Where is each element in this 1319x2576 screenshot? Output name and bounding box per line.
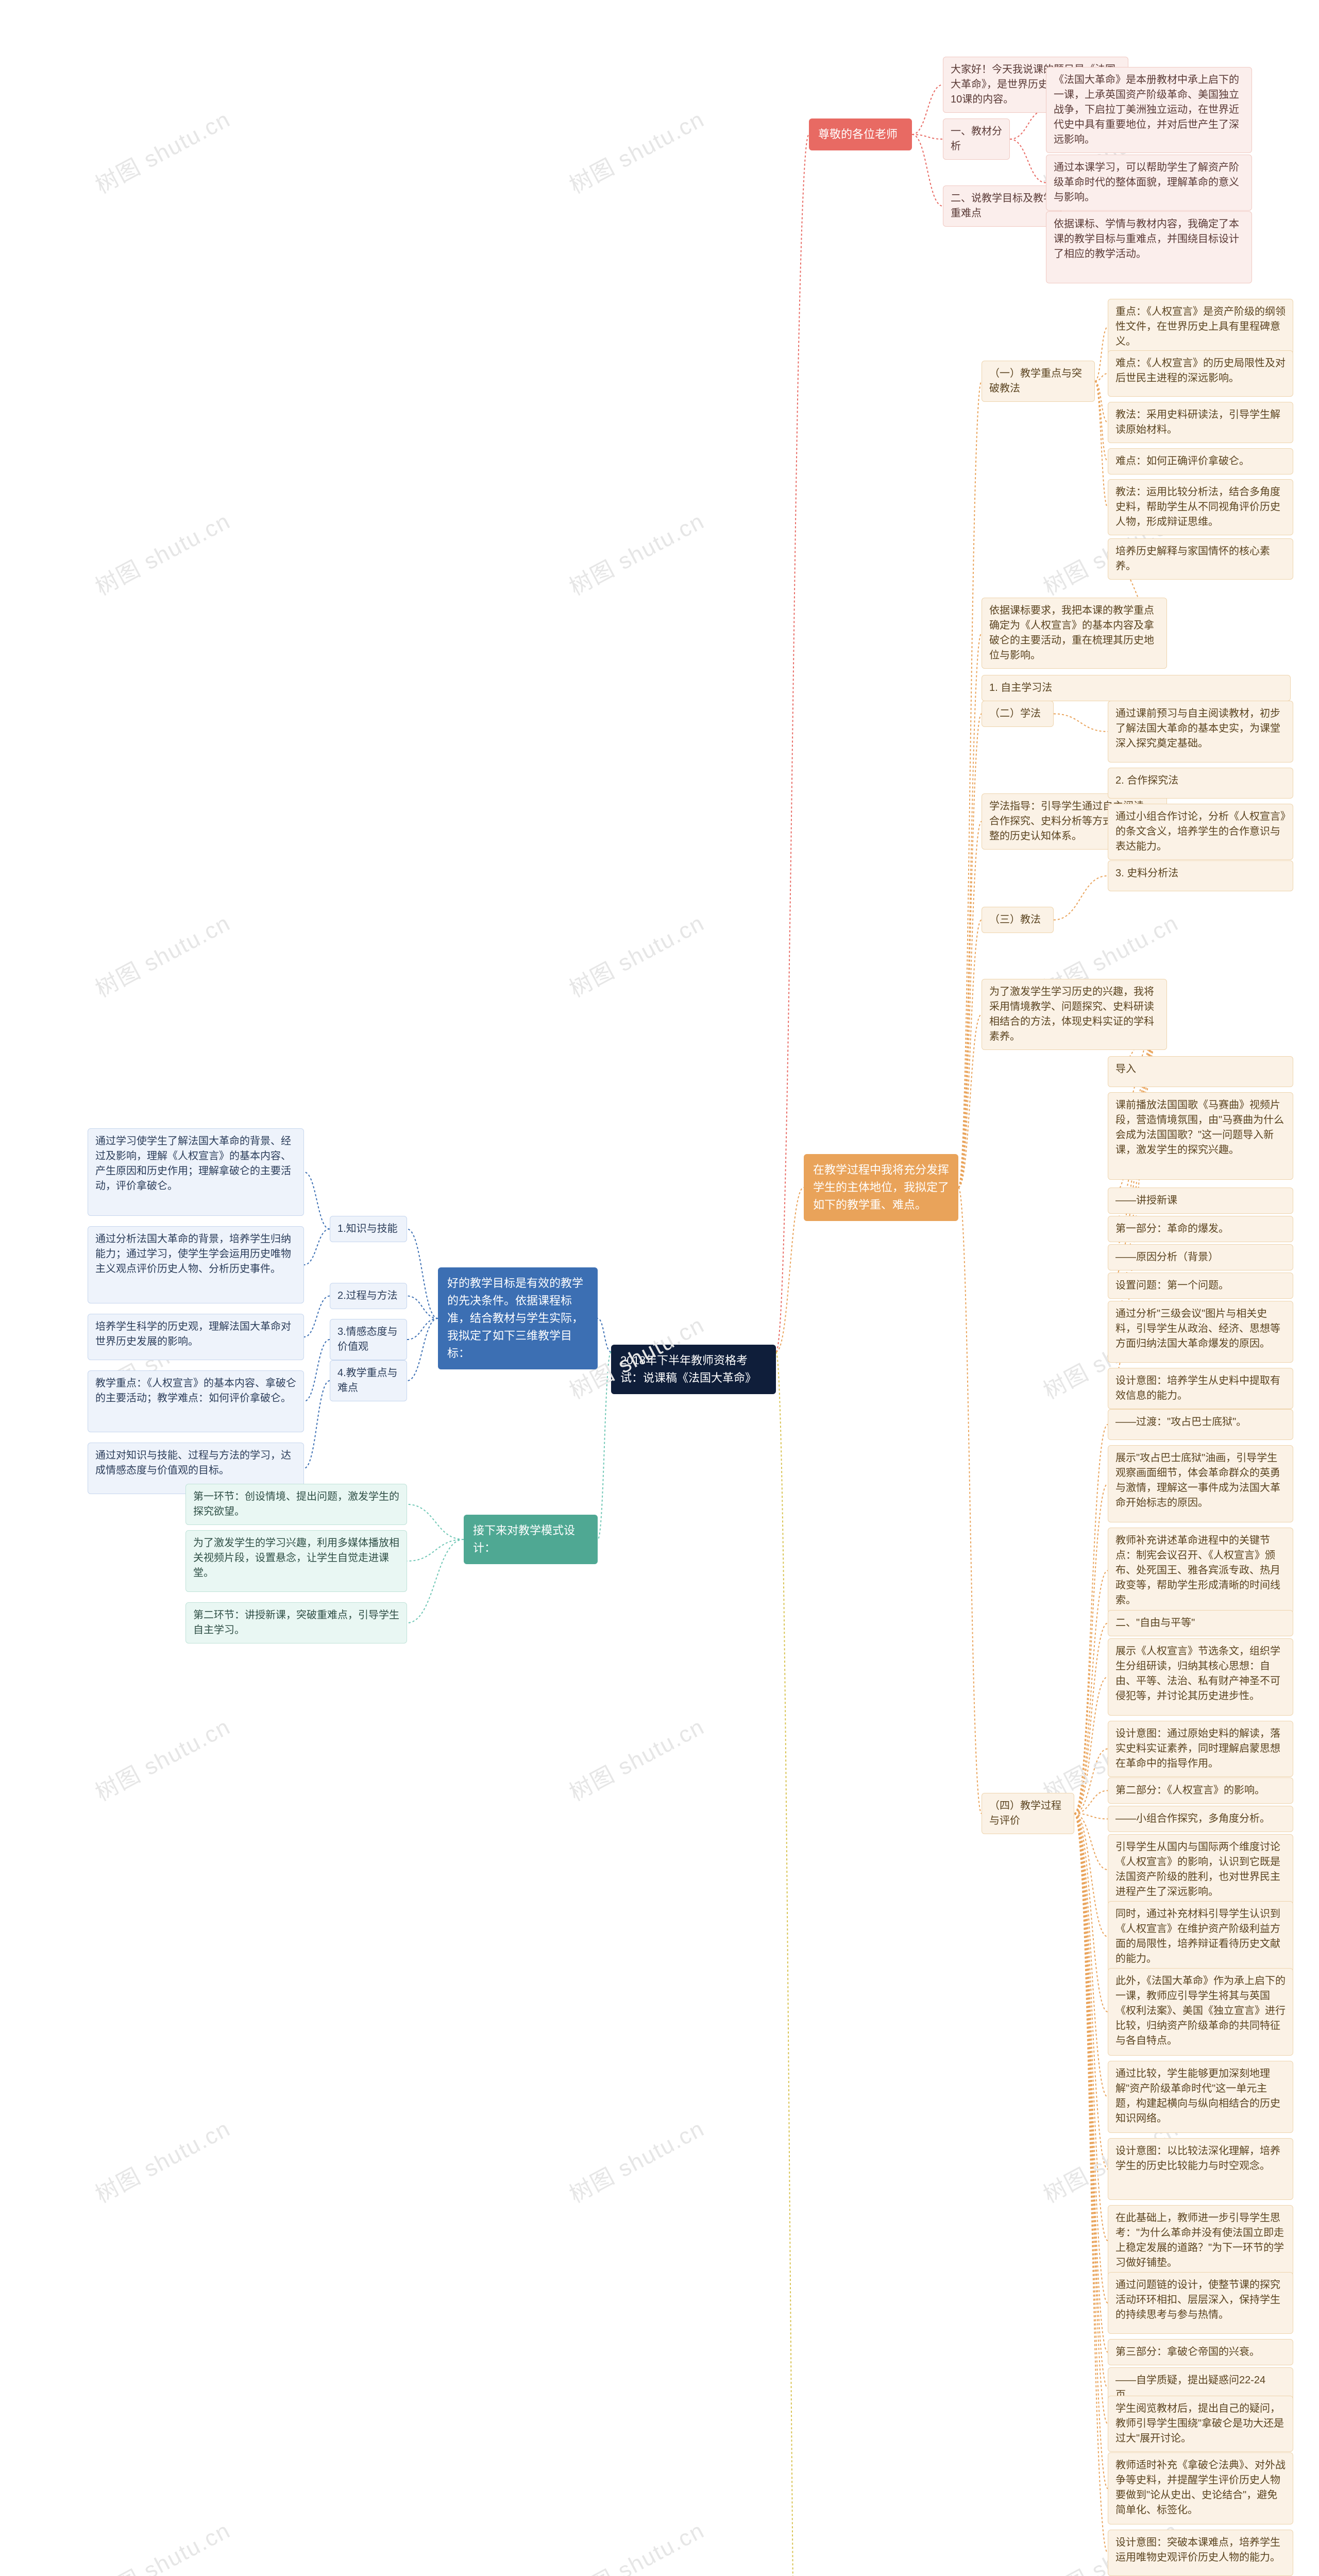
orange-leaf-4: 教法：运用比较分析法，结合多角度史料，帮助学生从不同视角评价历史人物，形成辩证思… <box>1108 479 1293 535</box>
orange-leaf-26: ——小组合作探究，多角度分析。 <box>1108 1806 1293 1832</box>
orange-cat-3: （四）教学过程与评价 <box>982 1793 1074 1834</box>
orange-cat-1: （二）学法 <box>982 701 1054 727</box>
orange-leaf-3: 难点：如何正确评价拿破仑。 <box>1108 448 1293 474</box>
watermark: 树图 shutu.cn <box>89 101 235 200</box>
orange-leaf-24: 设计意图：通过原始史料的解读，落实史料实证素养，同时理解启蒙思想在革命中的指导作… <box>1108 1721 1293 1777</box>
orange-leaf-7: 通过课前预习与自主阅读教材，初步了解法国大革命的基本史实，为课堂深入探究奠定基础… <box>1108 701 1293 762</box>
orange-leaf-19: ——过渡："攻占巴士底狱"。 <box>1108 1409 1293 1440</box>
teal-leaf-0: 第一环节：创设情境、提出问题，激发学生的探究欲望。 <box>185 1484 407 1525</box>
orange-leaf-22: 二、"自由与平等" <box>1108 1610 1293 1636</box>
teal-leaf-1: 为了激发学生的学习兴趣，利用多媒体播放相关视频片段，设置悬念，让学生自觉走进课堂… <box>185 1530 407 1592</box>
blue-leaf-3: 教学重点：《人权宣言》的基本内容、拿破仑的主要活动；教学难点：如何评价拿破仑。 <box>88 1370 304 1432</box>
orange-cat-2: （三）教法 <box>982 907 1054 933</box>
red-leaf-0: 《法国大革命》是本册教材中承上启下的一课，上承英国资产阶级革命、美国独立战争，下… <box>1046 67 1252 153</box>
red-sub-2: 二、说教学目标及教学重难点 <box>943 185 1061 227</box>
teal-main: 接下来对教学模式设计： <box>464 1515 598 1564</box>
orange-leaf-0: 重点：《人权宣言》是资产阶级的纲领性文件，在世界历史上具有里程碑意义。 <box>1108 299 1293 355</box>
orange-leaf-17: 通过分析"三级会议"图片与相关史料，引导学生从政治、经济、思想等方面归纳法国大革… <box>1108 1301 1293 1363</box>
orange-leaf-5: 培养历史解释与家国情怀的核心素养。 <box>1108 538 1293 580</box>
blue-cat-2: 3.情感态度与价值观 <box>330 1319 407 1360</box>
orange-leaf-34: 第三部分：拿破仑帝国的兴衰。 <box>1108 2339 1293 2365</box>
watermark: 树图 shutu.cn <box>89 2512 235 2576</box>
watermark: 树图 shutu.cn <box>563 2512 709 2576</box>
red-main: 尊敬的各位老师 <box>809 118 912 150</box>
orange-leaf-37: 教师适时补充《拿破仑法典》、对外战争等史料，并提醒学生评价历史人物要做到"论从史… <box>1108 2452 1293 2524</box>
orange-leaf-36: 学生阅览教材后，提出自己的疑问，教师引导学生围绕"拿破仑是功大还是过大"展开讨论… <box>1108 2396 1293 2452</box>
orange-leaf-10: 3. 史料分析法 <box>1108 860 1293 891</box>
orange-leaf-2: 教法：采用史料研读法，引导学生解读原始材料。 <box>1108 402 1293 443</box>
orange-leaf-27: 引导学生从国内与国际两个维度讨论《人权宣言》的影响，认识到它既是法国资产阶级的胜… <box>1108 1834 1293 1905</box>
blue-cat-0: 1.知识与技能 <box>330 1216 407 1242</box>
orange-leaf-13: ——讲授新课 <box>1108 1188 1293 1214</box>
blue-cat-3: 4.教学重点与难点 <box>330 1360 407 1401</box>
blue-cat-1: 2.过程与方法 <box>330 1283 407 1309</box>
orange-leaf-6: 1. 自主学习法 <box>982 675 1291 701</box>
orange-leaf-18: 设计意图：培养学生从史料中提取有效信息的能力。 <box>1108 1368 1293 1409</box>
red-leaf-1: 通过本课学习，可以帮助学生了解资产阶级革命时代的整体面貌，理解革命的意义与影响。 <box>1046 155 1252 211</box>
orange-cat-0: （一）教学重点与突破教法 <box>982 361 1095 402</box>
blue-leaf-0: 通过学习使学生了解法国大革命的背景、经过及影响，理解《人权宣言》的基本内容、产生… <box>88 1128 304 1216</box>
orange-main: 在教学过程中我将充分发挥学生的主体地位，我拟定了如下的教学重、难点。 <box>804 1154 958 1221</box>
orange-leaf-33: 通过问题链的设计，使整节课的探究活动环环相扣、层层深入，保持学生的持续思考与参与… <box>1108 2272 1293 2334</box>
orange-leaf-12: 课前播放法国国歌《马赛曲》视频片段，营造情境氛围，由"马赛曲为什么会成为法国国歌… <box>1108 1092 1293 1180</box>
watermark: 树图 shutu.cn <box>89 1708 235 1807</box>
watermark: 树图 shutu.cn <box>563 905 709 1004</box>
orange-subnode-2: 为了激发学生学习历史的兴趣，我将采用情境教学、问题探究、史料研读相结合的方法，体… <box>982 979 1167 1050</box>
orange-subnode-0: 依据课标要求，我把本课的教学重点确定为《人权宣言》的基本内容及拿破仑的主要活动，… <box>982 598 1167 669</box>
orange-leaf-23: 展示《人权宣言》节选条文，组织学生分组研读，归纳其核心思想：自由、平等、法治、私… <box>1108 1638 1293 1716</box>
watermark: 树图 shutu.cn <box>563 101 709 200</box>
orange-leaf-20: 展示"攻占巴士底狱"油画，引导学生观察画面细节，体会革命群众的英勇与激情，理解这… <box>1108 1445 1293 1522</box>
orange-leaf-16: 设置问题：第一个问题。 <box>1108 1273 1293 1299</box>
orange-leaf-11: 导入 <box>1108 1056 1293 1087</box>
orange-leaf-29: 此外，《法国大革命》作为承上启下的一课，教师应引导学生将其与英国《权利法案》、美… <box>1108 1968 1293 2056</box>
watermark: 树图 shutu.cn <box>89 503 235 602</box>
orange-leaf-15: ——原因分析（背景） <box>1108 1244 1293 1270</box>
orange-leaf-1: 难点：《人权宣言》的历史局限性及对后世民主进程的深远影响。 <box>1108 350 1293 397</box>
orange-leaf-30: 通过比较，学生能够更加深刻地理解"资产阶级革命时代"这一单元主题，构建起横向与纵… <box>1108 2061 1293 2133</box>
blue-leaf-1: 通过分析法国大革命的背景，培养学生归纳能力；通过学习，使学生学会运用历史唯物主义… <box>88 1226 304 1303</box>
orange-leaf-9: 通过小组合作讨论，分析《人权宣言》的条文含义，培养学生的合作意识与表达能力。 <box>1108 804 1293 860</box>
orange-leaf-32: 在此基础上，教师进一步引导学生思考："为什么革命并没有使法国立即走上稳定发展的道… <box>1108 2205 1293 2276</box>
orange-leaf-25: 第二部分：《人权宣言》的影响。 <box>1108 1777 1293 1804</box>
watermark: 树图 shutu.cn <box>563 1708 709 1807</box>
orange-leaf-28: 同时，通过补充材料引导学生认识到《人权宣言》在维护资产阶级利益方面的局限性，培养… <box>1108 1901 1293 1972</box>
blue-main: 好的教学目标是有效的教学的先决条件。依据课程标准，结合教材与学生实际，我拟定了如… <box>438 1267 598 1369</box>
orange-leaf-31: 设计意图：以比较法深化理解，培养学生的历史比较能力与时空观念。 <box>1108 2138 1293 2200</box>
red-sub-1: 一、教材分析 <box>943 118 1010 160</box>
teal-leaf-2: 第二环节：讲授新课，突破重难点，引导学生自主学习。 <box>185 1602 407 1643</box>
watermark: 树图 shutu.cn <box>563 503 709 602</box>
root-node: 2018年下半年教师资格考试：说课稿《法国大革命》 <box>611 1345 776 1394</box>
watermark: 树图 shutu.cn <box>563 2110 709 2209</box>
watermark: 树图 shutu.cn <box>89 2110 235 2209</box>
orange-leaf-38: 设计意图：突破本课难点，培养学生运用唯物史观评价历史人物的能力。 <box>1108 2530 1293 2576</box>
blue-leaf-2: 培养学生科学的历史观，理解法国大革命对世界历史发展的影响。 <box>88 1314 304 1360</box>
red-leaf-2: 依据课标、学情与教材内容，我确定了本课的教学目标与重难点，并围绕目标设计了相应的… <box>1046 211 1252 283</box>
watermark: 树图 shutu.cn <box>89 905 235 1004</box>
orange-leaf-14: 第一部分：革命的爆发。 <box>1108 1216 1293 1242</box>
orange-leaf-8: 2. 合作探究法 <box>1108 768 1293 799</box>
orange-leaf-21: 教师补充讲述革命进程中的关键节点：制宪会议召开、《人权宣言》颁布、处死国王、雅各… <box>1108 1528 1293 1614</box>
